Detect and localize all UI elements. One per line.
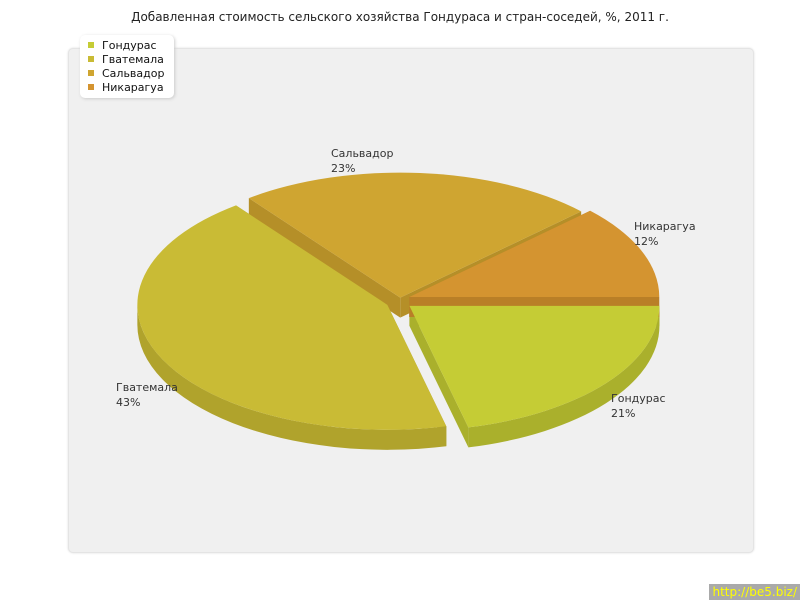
data-label-value: 43% (116, 396, 140, 409)
data-label-name: Гондурас (611, 392, 666, 405)
data-label-value: 23% (331, 162, 355, 175)
data-label-value: 21% (611, 407, 635, 420)
slice-side (137, 304, 447, 450)
slice-1[interactable] (137, 205, 447, 430)
legend-label: Никарагуа (102, 80, 164, 94)
data-label-name: Гватемала (116, 381, 178, 394)
legend: Гондурас Гватемала Сальвадор Никарагуа (80, 35, 175, 98)
chart-title: Добавленная стоимость сельского хозяйств… (131, 10, 669, 24)
legend-swatch (88, 70, 94, 76)
legend-swatch (88, 42, 94, 48)
slice-edge (409, 305, 469, 448)
legend-item[interactable]: Никарагуа (88, 80, 164, 94)
data-label-name: Никарагуа (634, 220, 696, 233)
legend-item[interactable]: Гватемала (88, 52, 164, 66)
legend-label: Гватемала (102, 52, 164, 66)
data-label-name: Сальвадор (331, 147, 393, 160)
legend-item[interactable]: Гондурас (88, 38, 164, 52)
slice-edge (248, 198, 401, 318)
legend-label: Сальвадор (102, 66, 165, 80)
slice-2[interactable] (248, 172, 582, 298)
legend-swatch (88, 84, 94, 90)
slice-side (468, 305, 660, 448)
legend-label: Гондурас (102, 38, 157, 52)
slice-3[interactable] (409, 210, 660, 298)
data-label-value: 12% (634, 235, 658, 248)
legend-item[interactable]: Сальвадор (88, 66, 164, 80)
watermark-link[interactable]: http://be5.biz/ (709, 584, 800, 600)
slice-0[interactable] (409, 305, 660, 428)
legend-swatch (88, 56, 94, 62)
